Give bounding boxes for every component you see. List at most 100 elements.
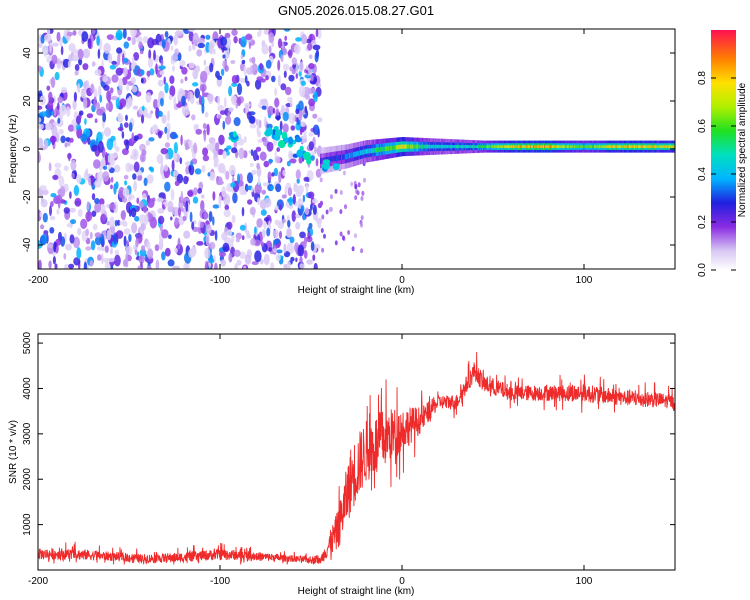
spectrogram-noise-blob [135,238,139,248]
spectrogram-noise-blob [128,122,133,132]
spectrogram-noise-blob [208,171,216,181]
spectrogram-signal-core [584,145,586,148]
spectrogram-noise-blob [184,76,188,81]
spectrogram-signal-core [563,145,565,148]
spectrogram-signal-core [616,145,618,148]
spectrogram-noise-blob [298,70,302,77]
spectrogram-signal-core [537,145,539,148]
spectrogram-signal-core [548,145,550,148]
spectrogram-noise-blob [231,82,238,87]
spectrogram-noise-blob [146,174,154,184]
spectrogram-signal-core [545,145,547,148]
spectrogram-signal-core [612,145,614,148]
spectrogram-signal-core [371,148,373,154]
spectrogram-noise-blob [162,204,165,209]
spectrogram-noise-blob [303,130,307,140]
spectrogram-noise-blob [220,259,226,267]
spectrogram-noise-blob [174,216,178,226]
spectrogram-noise-blob [54,162,62,168]
spectrogram-noise-blob [59,185,66,198]
spectrogram-signal-core [483,145,485,148]
spectrogram-noise-blob [93,159,101,169]
spectrogram-noise-blob [192,82,199,87]
spectrogram-noise-blob [180,134,183,146]
spectrogram-signal-core [566,145,568,148]
spectrogram-noise-blob [223,209,231,218]
spectrogram-signal-core [632,145,634,148]
spectrogram-signal-core [441,144,443,149]
spectrogram-signal-core [610,145,612,148]
spectrogram-noise-blob [303,176,310,182]
spectrogram-noise-blob [233,249,241,257]
spectrogram-noise-blob [320,200,324,206]
spectrogram-noise-blob [344,204,347,210]
spectrogram-noise-blob [354,233,357,239]
spectrogram-noise-blob [83,81,88,90]
spectrogram-noise-blob [104,262,111,269]
spectrogram-signal-core [600,145,602,148]
spectrogram-noise-blob [130,207,137,218]
spectrogram-signal-core [574,145,576,148]
spectrogram-noise-blob [195,123,199,130]
spectrogram-noise-blob [113,164,121,173]
spectrogram-noise-blob [124,180,128,186]
spectrogram-noise-blob [254,226,257,235]
spectrogram-signal-cluster [296,149,304,158]
spectrogram-noise-blob [314,51,319,63]
spectrogram-noise-blob [259,98,267,104]
snr-xlabel: Height of straight line (km) [298,586,415,597]
spectrogram-signal-core [397,145,399,150]
spectrogram-noise-blob [243,265,247,269]
spectrogram-noise-blob [147,37,155,49]
spectrogram-noise-blob [109,64,117,70]
spectrogram-signal-core [554,145,556,148]
spectrogram-noise-blob [232,192,238,204]
spectrogram-noise-blob [259,151,267,161]
spectrogram-noise-blob [222,54,226,59]
spectrogram-noise-blob [94,198,100,204]
spectrogram-noise-blob [296,185,303,197]
spectrogram-signal-core [333,155,335,162]
spectrogram-noise-blob [223,199,228,206]
spectrogram-noise-blob [298,108,303,121]
spectrogram-noise-blob [258,102,263,109]
spectrogram-noise-blob [179,60,186,67]
spectrogram-noise-blob [68,152,71,162]
spectrogram-noise-blob [142,193,147,200]
spectrogram-noise-blob [73,257,81,266]
spectrogram-signal-core [354,151,356,157]
spectrogram-noise-blob [281,194,287,199]
spectrogram-noise-blob [251,186,254,193]
spectrogram-signal-core [388,146,390,151]
spectrogram-noise-blob [289,236,295,244]
spectrogram-signal-core [460,145,462,149]
spectrogram-noise-blob [254,183,262,194]
spectrogram-signal-core [518,145,520,148]
spectrogram-noise-blob [91,29,96,35]
spectrogram-signal-core [503,145,505,148]
spectrogram-signal-core [475,145,477,148]
spectrogram-noise-blob [106,103,109,111]
spectrogram-signal-core [618,145,620,148]
spectrogram-signal-core [329,156,331,163]
spectrogram-noise-blob [125,253,129,264]
spectrogram-signal-core [509,145,511,148]
spectrogram-noise-blob [131,35,136,46]
spectrogram-noise-blob [180,78,184,84]
spectrogram-noise-blob [164,126,168,134]
spectrogram-noise-blob [240,36,247,48]
spectrogram-signal-core [443,144,445,149]
spectrogram-noise-blob [200,194,205,199]
spectrogram-signal-core [410,144,412,149]
spectrogram-noise-blob [67,60,72,68]
colorbar-tick-label: 0.8 [697,71,708,85]
spectrogram-signal-core [389,146,391,151]
spectrogram-signal-core [335,155,337,161]
spectrogram-noise-blob [83,261,88,269]
spectrogram-noise-blob [45,122,53,131]
spectrogram-noise-blob [260,209,267,216]
spectrogram-noise-blob [145,140,151,146]
spectrogram-signal-core [630,145,632,148]
spectrogram-noise-blob [157,130,163,139]
spectrogram-x-tick-label: -200 [28,275,48,286]
